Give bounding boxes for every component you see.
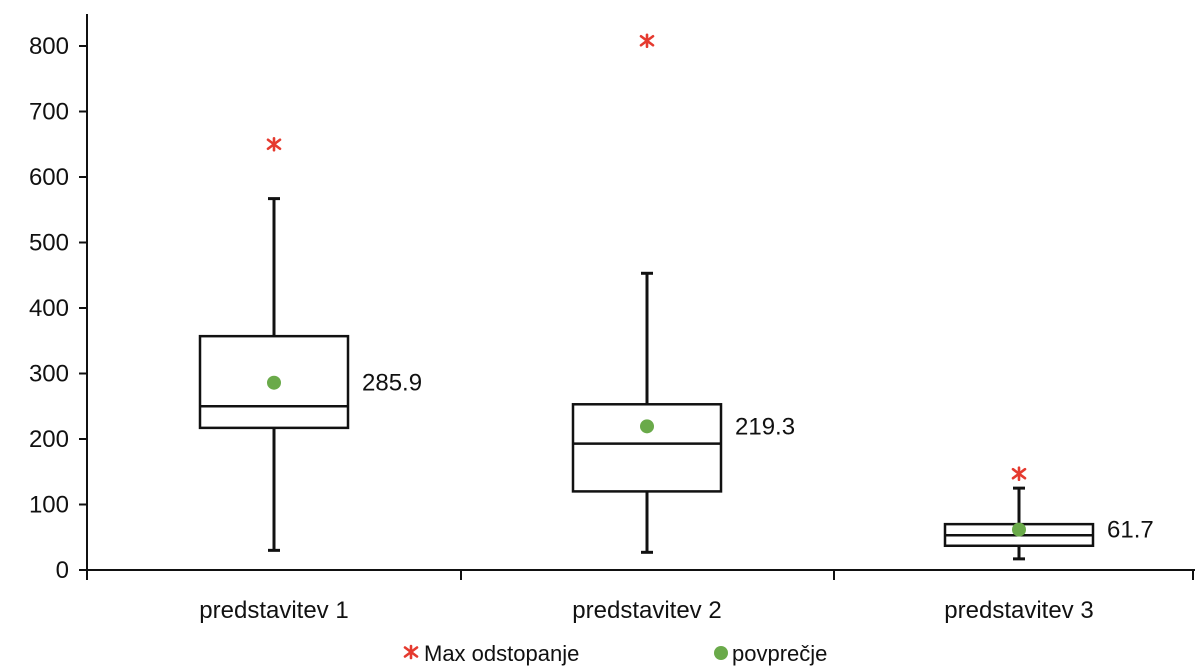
box-group: 285.9 bbox=[198, 136, 422, 552]
box-series: 285.9 219.3 61.7 bbox=[198, 33, 1154, 561]
legend-item-mean: povprečje bbox=[714, 641, 827, 666]
legend-label-max-deviation: Max odstopanje bbox=[424, 641, 579, 666]
mean-value-label: 61.7 bbox=[1107, 517, 1154, 544]
max-deviation-marker bbox=[639, 33, 655, 49]
y-tick-label: 800 bbox=[29, 33, 69, 60]
legend-asterisk-icon bbox=[403, 644, 419, 660]
legend-dot-icon bbox=[714, 646, 728, 660]
y-tick-label: 400 bbox=[29, 295, 69, 322]
mean-point bbox=[1012, 522, 1026, 537]
legend-asterisk-mark bbox=[403, 644, 419, 660]
x-category-label: predstavitev 3 bbox=[944, 597, 1093, 624]
y-tick-label: 300 bbox=[29, 361, 69, 388]
y-tick-label: 600 bbox=[29, 164, 69, 191]
legend-item-max-deviation: Max odstopanje bbox=[403, 641, 579, 666]
y-tick-label: 0 bbox=[56, 557, 69, 584]
mean-point bbox=[267, 375, 281, 390]
y-tick-label: 100 bbox=[29, 492, 69, 519]
max-deviation-marker bbox=[1011, 466, 1027, 482]
legend-label-mean: povprečje bbox=[732, 641, 827, 666]
max-deviation-marker bbox=[266, 136, 282, 152]
box-group: 219.3 bbox=[571, 33, 795, 554]
y-tick-label: 700 bbox=[29, 99, 69, 126]
box-group: 61.7 bbox=[943, 466, 1154, 561]
x-category-label: predstavitev 2 bbox=[572, 597, 721, 624]
y-axis: 0 100 200 300 400 500 600 700 800 bbox=[29, 14, 88, 584]
mean-value-label: 219.3 bbox=[735, 413, 795, 440]
mean-value-label: 285.9 bbox=[362, 370, 422, 397]
y-tick-label: 200 bbox=[29, 426, 69, 453]
x-category-label: predstavitev 1 bbox=[199, 597, 348, 624]
mean-point bbox=[640, 419, 654, 434]
y-tick-label: 500 bbox=[29, 230, 69, 257]
box-iqr bbox=[571, 403, 723, 493]
legend: Max odstopanje povprečje bbox=[403, 641, 827, 666]
x-axis: predstavitev 1 predstavitev 2 predstavitev… bbox=[86, 569, 1195, 624]
